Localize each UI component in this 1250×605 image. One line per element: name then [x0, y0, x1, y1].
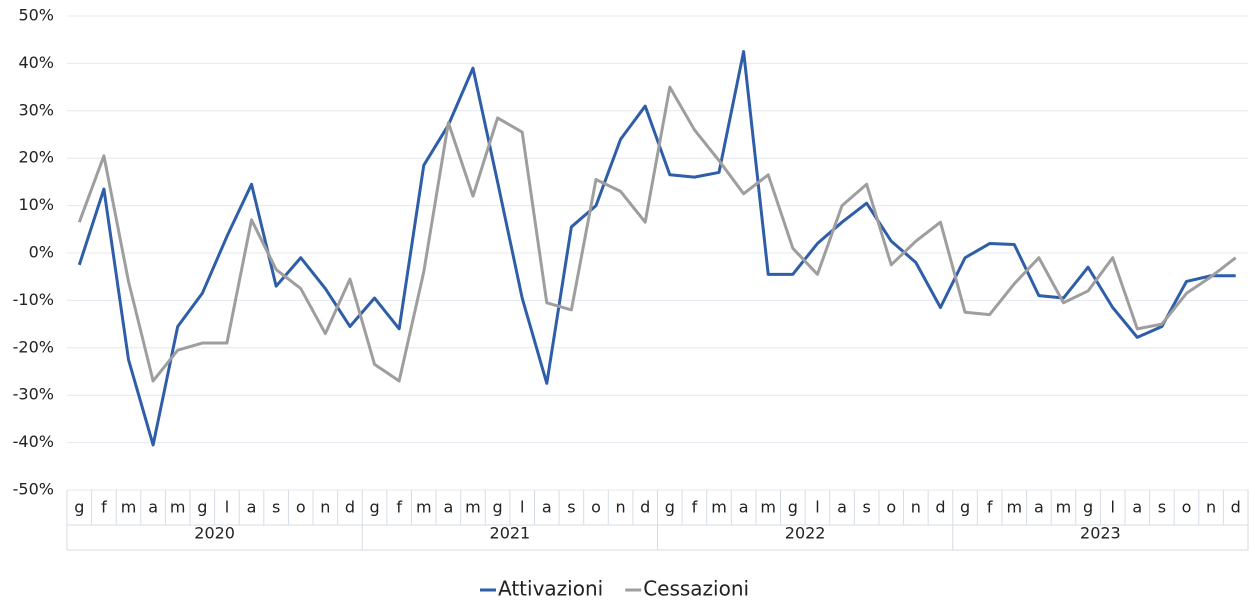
x-tick-label: m [1006, 498, 1022, 517]
x-tick-label: m [1056, 498, 1072, 517]
y-tick-label: 10% [18, 195, 54, 214]
series-line [77, 50, 1236, 447]
x-tick-label: m [416, 498, 432, 517]
legend-label: Attivazioni [498, 577, 603, 601]
series-line [77, 85, 1237, 383]
x-tick-label: s [862, 498, 870, 517]
x-tick-label: d [1231, 498, 1241, 517]
x-tick-label: a [148, 498, 158, 517]
x-tick-label: f [987, 498, 993, 517]
x-group-label: 2023 [1080, 524, 1121, 543]
x-tick-label: a [837, 498, 847, 517]
x-tick-label: f [692, 498, 698, 517]
x-tick-label: m [711, 498, 727, 517]
x-tick-label: a [542, 498, 552, 517]
x-tick-label: l [225, 498, 229, 517]
y-tick-label: -30% [13, 385, 54, 404]
x-tick-label: g [1083, 498, 1093, 517]
x-tick-label: l [1110, 498, 1114, 517]
x-tick-label: l [815, 498, 819, 517]
x-tick-label: o [1182, 498, 1192, 517]
x-tick-label: g [665, 498, 675, 517]
x-tick-label: n [616, 498, 626, 517]
x-tick-label: d [935, 498, 945, 517]
y-tick-label: 50% [18, 6, 54, 25]
x-tick-label: o [591, 498, 601, 517]
x-group-label: 2021 [490, 524, 531, 543]
y-tick-label: -20% [13, 337, 54, 356]
x-tick-label: n [320, 498, 330, 517]
y-tick-label: 0% [29, 243, 54, 262]
x-tick-label: g [197, 498, 207, 517]
x-tick-label: o [886, 498, 896, 517]
x-tick-label: a [443, 498, 453, 517]
x-tick-label: g [492, 498, 502, 517]
x-tick-label: m [760, 498, 776, 517]
x-tick-label: d [345, 498, 355, 517]
x-tick-label: f [396, 498, 402, 517]
x-tick-label: a [1034, 498, 1044, 517]
x-tick-label: a [739, 498, 749, 517]
x-tick-label: a [1132, 498, 1142, 517]
x-tick-label: s [567, 498, 575, 517]
legend-label: Cessazioni [643, 577, 749, 601]
x-tick-label: g [369, 498, 379, 517]
x-tick-label: g [74, 498, 84, 517]
x-tick-label: o [296, 498, 306, 517]
x-tick-label: g [960, 498, 970, 517]
x-group-label: 2020 [194, 524, 235, 543]
x-tick-label: m [121, 498, 137, 517]
x-tick-label: g [788, 498, 798, 517]
x-tick-label: s [1158, 498, 1166, 517]
x-group-label: 2022 [785, 524, 826, 543]
x-tick-label: m [465, 498, 481, 517]
y-tick-label: 40% [18, 53, 54, 72]
x-tick-label: a [247, 498, 257, 517]
y-tick-label: 20% [18, 148, 54, 167]
y-tick-label: -40% [13, 432, 54, 451]
x-tick-label: f [101, 498, 107, 517]
y-tick-label: -10% [13, 290, 54, 309]
x-tick-label: n [1206, 498, 1216, 517]
x-tick-label: m [170, 498, 186, 517]
y-tick-label: -50% [13, 480, 54, 499]
x-tick-label: s [272, 498, 280, 517]
x-tick-label: d [640, 498, 650, 517]
x-tick-label: l [520, 498, 524, 517]
y-tick-label: 30% [18, 100, 54, 119]
x-tick-label: n [911, 498, 921, 517]
